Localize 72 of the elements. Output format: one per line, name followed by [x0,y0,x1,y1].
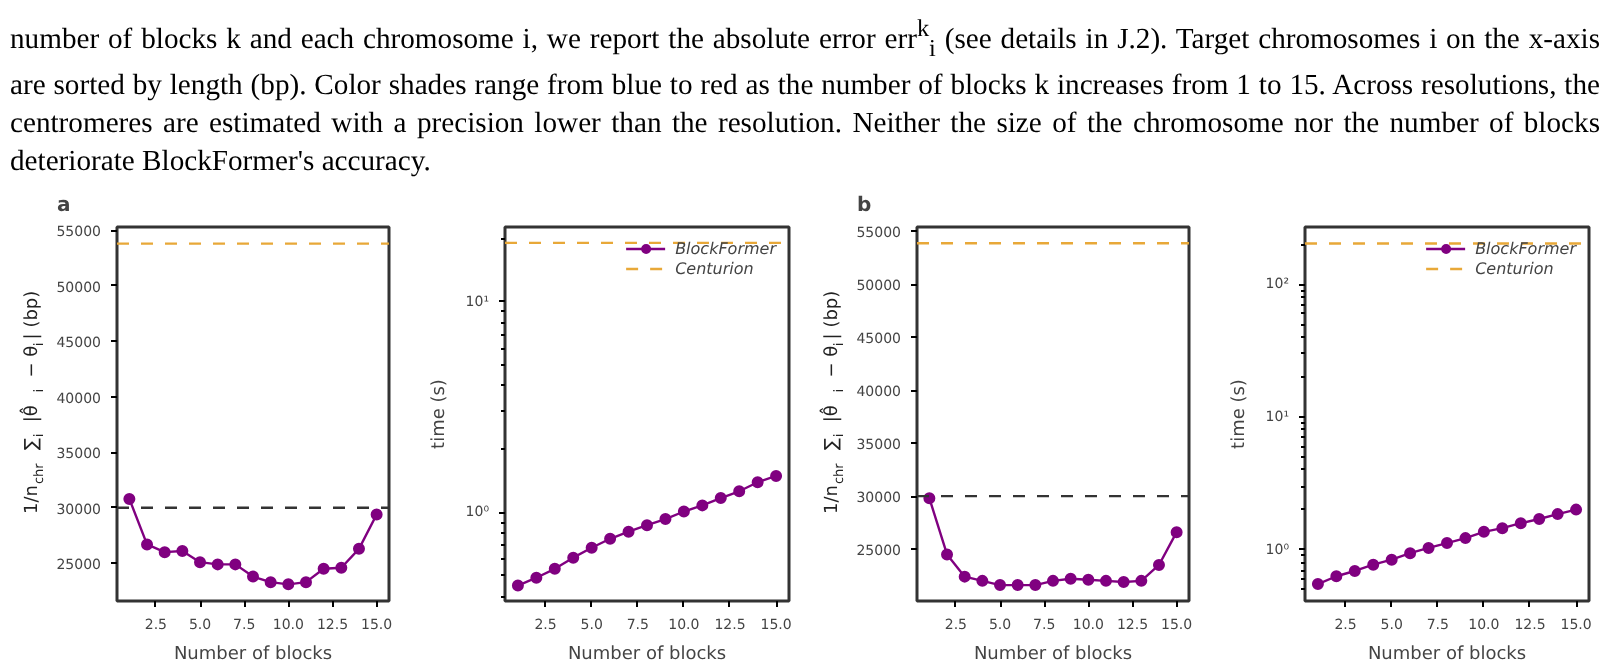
point [158,546,171,559]
point [976,574,989,587]
point [194,556,207,569]
point [604,532,617,545]
point [211,558,224,571]
point [714,492,727,505]
point [141,538,154,551]
point [123,492,136,505]
point [1330,570,1343,583]
point [751,476,764,489]
point [299,576,312,589]
x-axis-title: Number of blocks [173,645,333,662]
legend-label: BlockFormer [1475,238,1576,258]
point [567,551,580,564]
point [229,558,242,571]
point [548,562,561,575]
point [1496,522,1509,535]
point [1367,558,1380,571]
point [958,570,971,583]
point [1385,553,1398,566]
point [770,469,783,482]
point [659,513,672,526]
y-axis-title: time (s) [1229,379,1250,449]
chart-title: b [857,195,872,217]
point [370,508,383,521]
point [677,505,690,518]
point [1570,503,1583,516]
point [282,578,295,591]
point [1064,572,1077,585]
point [1170,526,1183,539]
point [511,579,524,592]
point [1082,573,1095,586]
point [1441,537,1453,550]
point [1152,558,1165,571]
point [247,570,259,583]
legend-label: Centurion [1475,258,1554,278]
point [1047,574,1059,587]
point [264,576,277,589]
point [585,541,598,554]
point [317,562,330,575]
x-axis-title: Number of blocks [973,645,1133,662]
point [1459,532,1472,545]
point [641,519,653,532]
point [1117,575,1130,588]
point [622,525,635,538]
point [335,561,348,574]
point [1099,574,1112,587]
chart-title: a [57,195,71,217]
legend-label: BlockFormer [675,238,776,258]
point [1551,508,1564,521]
point [352,542,365,555]
point [733,485,746,498]
legend-label: Centurion [675,258,754,278]
point [1311,578,1324,591]
point [1348,565,1361,577]
point [696,499,709,512]
point [1533,513,1546,525]
x-axis-title: Number of blocks [1367,645,1527,662]
point [941,548,954,561]
x-axis-title: Number of blocks [567,645,727,662]
point [1422,541,1435,554]
point [1514,517,1527,530]
point [1404,547,1417,560]
point [176,545,189,558]
y-axis-title: time (s) [429,379,450,449]
point [1135,574,1148,587]
text: number of blocks k and each chromosome i, we report the absolute error err$^{k}$$_{i}$ (see details in J.2). Target chromosomes i on the x-axis are sorted by length (bp). Color shades range from blue to red as the number of blocks k increases from 1 to 15. Across resolutions, the centromeres are estimated with a precision lower than the resolution. Neither the size of the chromosome nor the number of blocks deteriorate BlockFormer's accuracy. [10,12,1600,182]
point [1029,579,1042,592]
point [1011,579,1024,592]
point [1477,525,1490,538]
point [530,571,543,584]
point [994,579,1007,592]
